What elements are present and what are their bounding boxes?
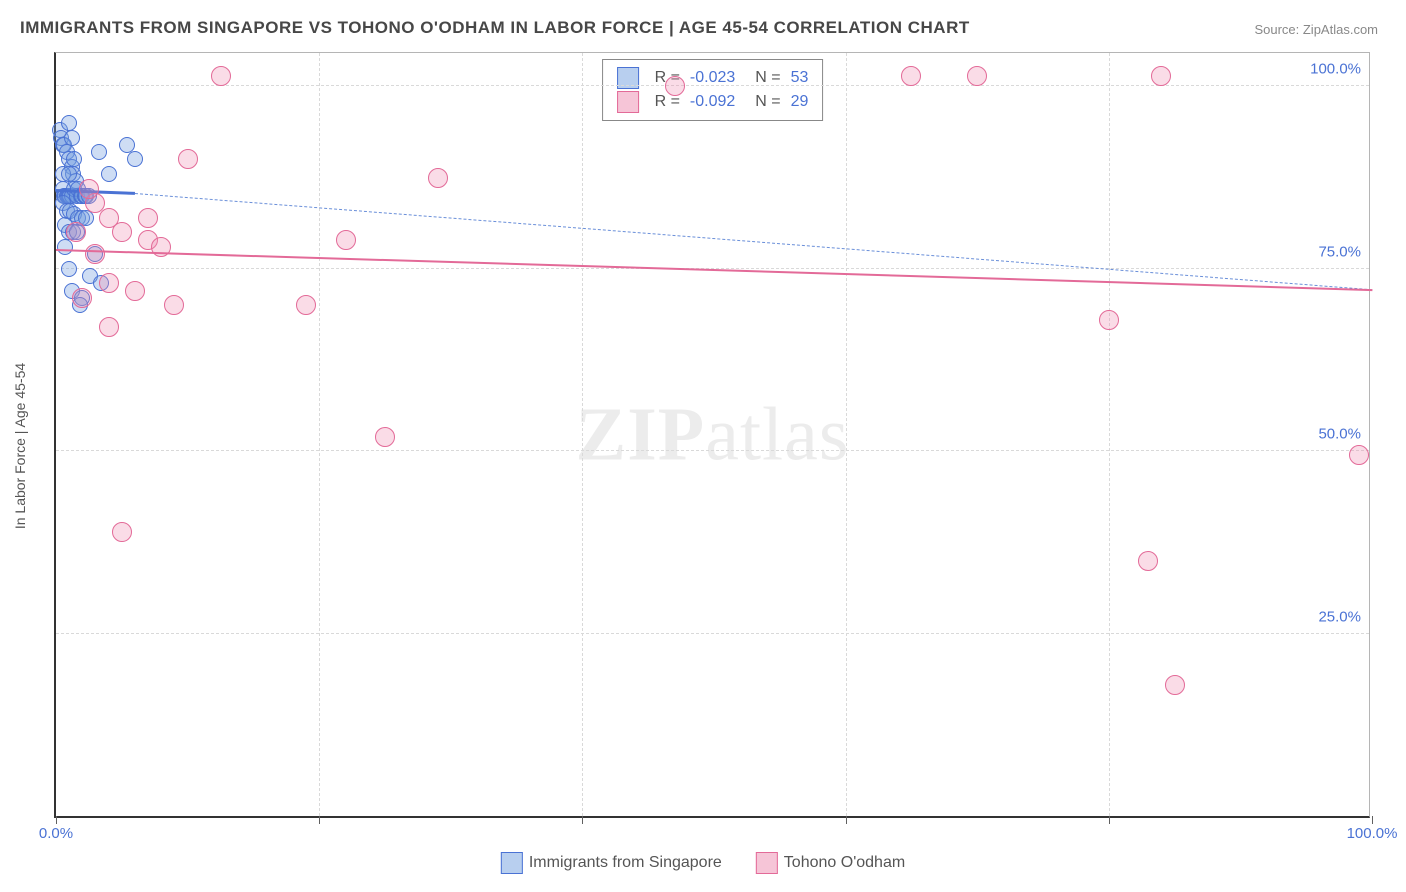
scatter-point bbox=[164, 295, 184, 315]
chart-container: IMMIGRANTS FROM SINGAPORE VS TOHONO O'OD… bbox=[0, 0, 1406, 892]
legend-swatch bbox=[501, 852, 523, 874]
scatter-point bbox=[1099, 310, 1119, 330]
gridline-v bbox=[846, 53, 847, 816]
y-tick-label: 50.0% bbox=[1318, 426, 1361, 443]
gridline-h bbox=[56, 85, 1369, 86]
scatter-point bbox=[99, 273, 119, 293]
scatter-point bbox=[1165, 675, 1185, 695]
r-value: -0.092 bbox=[690, 90, 735, 114]
scatter-point bbox=[178, 149, 198, 169]
scatter-point bbox=[428, 168, 448, 188]
y-tick-label: 25.0% bbox=[1318, 608, 1361, 625]
scatter-point bbox=[112, 522, 132, 542]
trend-line bbox=[135, 193, 1372, 290]
gridline-h bbox=[56, 450, 1369, 451]
watermark-atlas: atlas bbox=[705, 392, 849, 476]
x-tick-label: 0.0% bbox=[39, 825, 73, 842]
scatter-point bbox=[1349, 445, 1369, 465]
scatter-point bbox=[665, 76, 685, 96]
trend-line bbox=[56, 249, 1372, 291]
x-tick bbox=[56, 816, 57, 824]
gridline-v bbox=[319, 53, 320, 816]
source-label: Source: ZipAtlas.com bbox=[1254, 22, 1378, 37]
legend-label: Tohono O'odham bbox=[784, 854, 905, 872]
legend-swatch bbox=[617, 91, 639, 113]
x-tick bbox=[1372, 816, 1373, 824]
scatter-point bbox=[85, 244, 105, 264]
scatter-point bbox=[967, 66, 987, 86]
x-tick bbox=[846, 816, 847, 824]
scatter-point bbox=[64, 130, 80, 146]
scatter-point bbox=[125, 281, 145, 301]
scatter-point bbox=[296, 295, 316, 315]
x-tick bbox=[1109, 816, 1110, 824]
gridline-v bbox=[582, 53, 583, 816]
scatter-point bbox=[1138, 551, 1158, 571]
y-axis-label: In Labor Force | Age 45-54 bbox=[12, 363, 28, 529]
scatter-point bbox=[901, 66, 921, 86]
scatter-point bbox=[91, 144, 107, 160]
scatter-point bbox=[79, 179, 99, 199]
scatter-point bbox=[72, 288, 92, 308]
legend-item: Immigrants from Singapore bbox=[501, 852, 722, 874]
legend-bottom: Immigrants from Singapore Tohono O'odham bbox=[501, 852, 905, 874]
scatter-point bbox=[375, 427, 395, 447]
scatter-point bbox=[61, 115, 77, 131]
scatter-point bbox=[99, 317, 119, 337]
scatter-point bbox=[101, 166, 117, 182]
legend-swatch bbox=[756, 852, 778, 874]
legend-item: Tohono O'odham bbox=[756, 852, 905, 874]
scatter-point bbox=[61, 261, 77, 277]
scatter-point bbox=[138, 208, 158, 228]
n-label: N = bbox=[755, 90, 780, 114]
x-tick bbox=[319, 816, 320, 824]
scatter-point bbox=[66, 222, 86, 242]
scatter-point bbox=[336, 230, 356, 250]
watermark-zip: ZIP bbox=[576, 392, 706, 476]
y-tick-label: 100.0% bbox=[1310, 61, 1361, 78]
gridline-h bbox=[56, 633, 1369, 634]
scatter-point bbox=[127, 151, 143, 167]
legend-stats-row: R =-0.092N =29 bbox=[617, 90, 809, 114]
gridline-v bbox=[1109, 53, 1110, 816]
scatter-point bbox=[1151, 66, 1171, 86]
scatter-point bbox=[211, 66, 231, 86]
scatter-point bbox=[119, 137, 135, 153]
plot-area: ZIPatlas R =-0.023N =53R =-0.092N =29 25… bbox=[54, 52, 1370, 818]
x-tick bbox=[582, 816, 583, 824]
scatter-point bbox=[61, 166, 77, 182]
y-tick-label: 75.0% bbox=[1318, 243, 1361, 260]
watermark: ZIPatlas bbox=[576, 391, 850, 478]
x-tick-label: 100.0% bbox=[1347, 825, 1398, 842]
scatter-point bbox=[112, 222, 132, 242]
legend-label: Immigrants from Singapore bbox=[529, 854, 722, 872]
legend-stats-box: R =-0.023N =53R =-0.092N =29 bbox=[602, 59, 824, 121]
n-value: 29 bbox=[791, 90, 809, 114]
chart-title: IMMIGRANTS FROM SINGAPORE VS TOHONO O'OD… bbox=[20, 18, 970, 38]
scatter-point bbox=[66, 151, 82, 167]
